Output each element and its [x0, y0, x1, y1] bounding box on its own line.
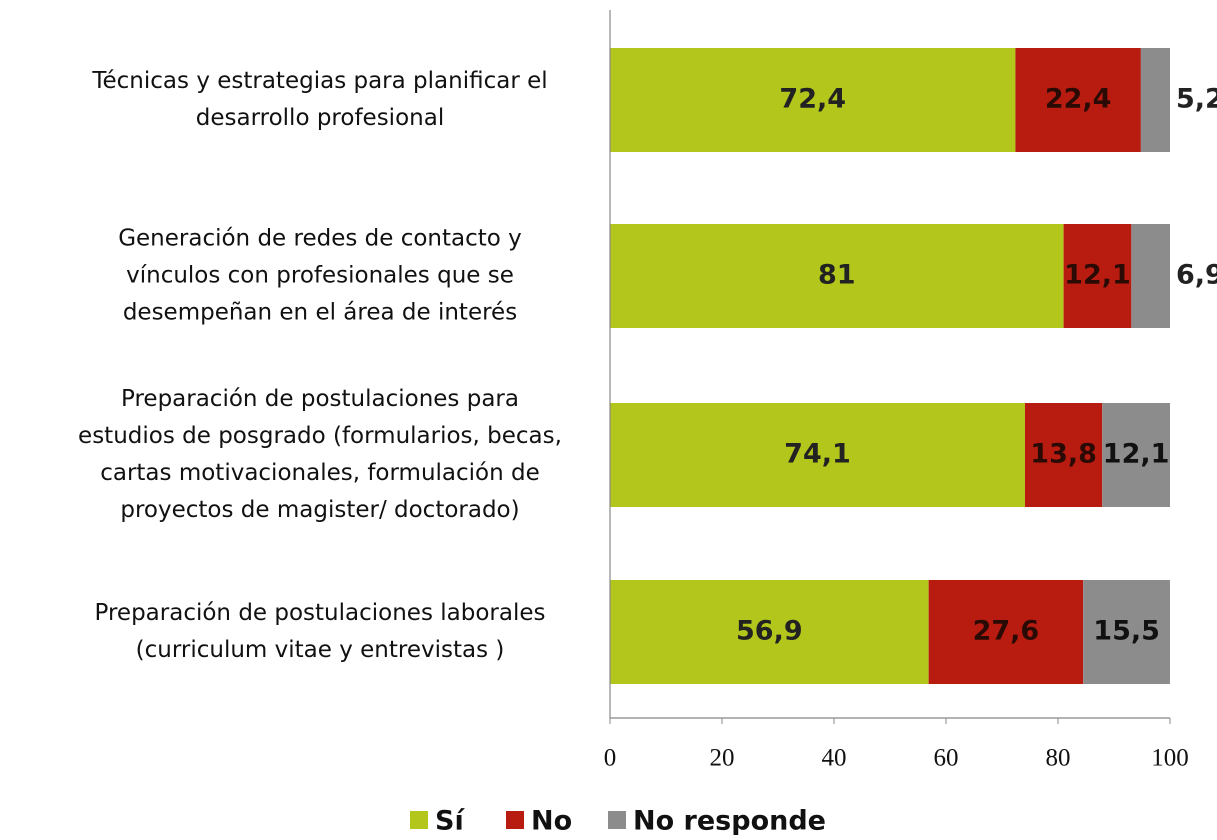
data-label: 72,4 [779, 84, 846, 115]
category-label: desarrollo profesional [196, 105, 444, 131]
bar-segment [1015, 48, 1141, 152]
x-tick-label: 60 [934, 745, 959, 772]
data-label: 15,5 [1093, 616, 1160, 647]
bar-segment [610, 580, 929, 684]
bar-segment [1063, 224, 1132, 328]
legend-label: No responde [633, 806, 826, 837]
category-label: Generación de redes de contacto y [118, 226, 522, 252]
legend-swatch [410, 811, 428, 829]
data-label: 81 [818, 260, 856, 291]
category-label: Preparación de postulaciones laborales [95, 600, 546, 626]
legend-swatch [608, 811, 626, 829]
bar-segment [1102, 403, 1170, 507]
x-tick-label: 0 [604, 745, 617, 772]
data-label: 56,9 [736, 616, 803, 647]
bar-segment [928, 580, 1084, 684]
bar-segment [1083, 580, 1170, 684]
bar-segment [610, 403, 1025, 507]
category-label: proyectos de magister/ doctorado) [120, 497, 519, 523]
x-tick-label: 80 [1046, 745, 1071, 772]
legend-label: No [531, 806, 572, 837]
legend-swatch [506, 811, 524, 829]
x-tick-label: 20 [710, 745, 735, 772]
x-tick-label: 100 [1151, 745, 1189, 772]
data-label: 12,1 [1064, 260, 1131, 291]
bar-segment [610, 224, 1064, 328]
category-label: desempeñan en el área de interés [123, 300, 517, 326]
x-tick-label: 40 [822, 745, 847, 772]
data-label: 12,1 [1103, 439, 1170, 470]
data-label: 74,1 [784, 439, 851, 470]
category-label: Preparación de postulaciones para [121, 386, 519, 412]
category-label: estudios de posgrado (formularios, becas… [78, 423, 562, 449]
bar-segment [1024, 403, 1103, 507]
category-label: cartas motivacionales, formulación de [100, 460, 540, 486]
bar-segment [1140, 48, 1170, 152]
category-label: vínculos con profesionales que se [126, 263, 514, 289]
data-label: 22,4 [1045, 84, 1112, 115]
data-label: 6,9 [1176, 260, 1217, 291]
legend-label: Sí [435, 806, 465, 837]
bar-segment [1131, 224, 1170, 328]
data-label: 27,6 [973, 616, 1040, 647]
data-label: 5,2 [1176, 84, 1217, 115]
category-label: Técnicas y estrategias para planificar e… [91, 68, 547, 94]
data-label: 13,8 [1030, 439, 1097, 470]
category-label: (curriculum vitae y entrevistas ) [136, 637, 505, 663]
bar-segment [610, 48, 1016, 152]
